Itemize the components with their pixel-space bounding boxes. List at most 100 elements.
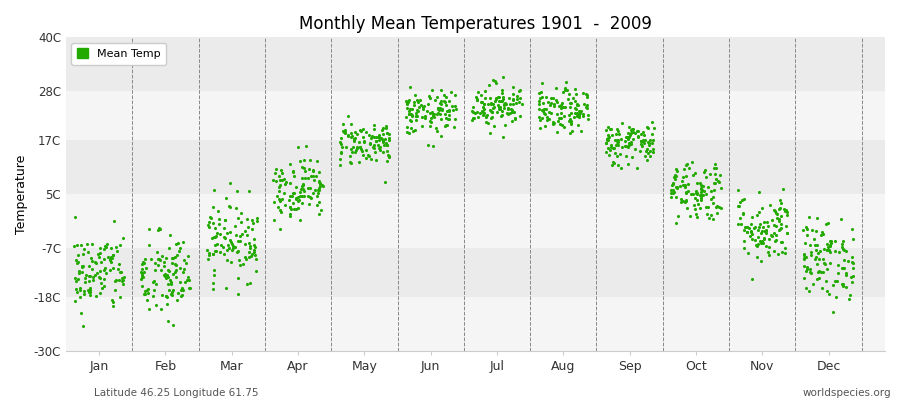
Mean Temp: [274, 167, 288, 173]
Mean Temp: [209, 248, 223, 254]
Mean Temp: [693, 188, 707, 195]
Mean Temp: [624, 127, 638, 134]
Mean Temp: [162, 287, 176, 293]
Mean Temp: [400, 99, 415, 106]
Mean Temp: [479, 112, 493, 119]
Mean Temp: [732, 203, 746, 209]
Mean Temp: [511, 88, 526, 94]
Mean Temp: [344, 160, 358, 166]
Mean Temp: [99, 270, 113, 276]
Mean Temp: [691, 200, 706, 207]
Mean Temp: [168, 262, 183, 268]
Mean Temp: [778, 245, 792, 252]
Mean Temp: [380, 158, 394, 164]
Mean Temp: [70, 289, 85, 295]
Mean Temp: [696, 191, 710, 198]
Mean Temp: [176, 238, 190, 245]
Mean Temp: [630, 164, 644, 171]
Mean Temp: [666, 190, 680, 196]
Mean Temp: [353, 144, 367, 150]
Mean Temp: [764, 232, 778, 238]
Mean Temp: [230, 232, 244, 238]
Mean Temp: [428, 125, 443, 131]
Mean Temp: [772, 227, 787, 233]
Mean Temp: [505, 107, 519, 114]
Mean Temp: [177, 266, 192, 272]
Mean Temp: [845, 258, 859, 265]
Mean Temp: [562, 118, 576, 124]
Mean Temp: [337, 128, 351, 134]
Mean Temp: [380, 142, 394, 148]
Mean Temp: [473, 92, 488, 98]
Mean Temp: [774, 221, 788, 228]
Mean Temp: [104, 259, 118, 266]
Mean Temp: [149, 302, 164, 308]
Mean Temp: [412, 104, 427, 111]
Mean Temp: [415, 123, 429, 130]
Mean Temp: [553, 120, 567, 127]
Mean Temp: [692, 192, 706, 199]
Mean Temp: [414, 102, 428, 108]
Mean Temp: [484, 114, 499, 121]
Mean Temp: [446, 106, 460, 113]
Mean Temp: [631, 128, 645, 134]
Mean Temp: [294, 164, 309, 171]
Mean Temp: [336, 121, 350, 128]
Mean Temp: [359, 129, 374, 135]
Mean Temp: [76, 291, 91, 297]
Mean Temp: [487, 123, 501, 129]
Mean Temp: [600, 135, 615, 142]
Mean Temp: [209, 232, 223, 239]
Mean Temp: [628, 130, 643, 136]
Mean Temp: [559, 79, 573, 85]
Mean Temp: [212, 220, 226, 227]
Mean Temp: [382, 131, 396, 138]
Mean Temp: [673, 196, 688, 202]
Mean Temp: [234, 210, 248, 216]
Mean Temp: [533, 117, 547, 123]
Mean Temp: [835, 281, 850, 288]
Mean Temp: [760, 218, 774, 225]
Mean Temp: [489, 96, 503, 102]
Mean Temp: [694, 195, 708, 202]
Mean Temp: [803, 265, 817, 272]
Mean Temp: [266, 177, 280, 183]
Mean Temp: [690, 190, 705, 196]
Mean Temp: [809, 242, 824, 249]
Mean Temp: [166, 322, 181, 328]
Mean Temp: [610, 161, 625, 168]
Mean Temp: [536, 94, 550, 100]
Mean Temp: [600, 131, 615, 138]
Mean Temp: [70, 260, 85, 266]
Mean Temp: [409, 116, 423, 123]
Mean Temp: [508, 116, 523, 122]
Mean Temp: [765, 232, 779, 239]
Mean Temp: [551, 118, 565, 124]
Mean Temp: [576, 113, 590, 119]
Mean Temp: [751, 233, 765, 240]
Mean Temp: [512, 99, 526, 105]
Mean Temp: [568, 105, 582, 111]
Mean Temp: [714, 185, 728, 191]
Mean Temp: [202, 249, 216, 256]
Mean Temp: [689, 190, 704, 197]
Mean Temp: [311, 186, 326, 193]
Mean Temp: [754, 227, 769, 234]
Mean Temp: [838, 284, 852, 290]
Mean Temp: [689, 197, 704, 203]
Mean Temp: [778, 223, 793, 230]
Mean Temp: [420, 107, 435, 114]
Mean Temp: [213, 242, 228, 248]
Mean Temp: [90, 270, 104, 276]
Mean Temp: [600, 136, 615, 142]
Mean Temp: [274, 209, 288, 215]
Mean Temp: [831, 270, 845, 276]
Mean Temp: [238, 256, 253, 262]
Mean Temp: [552, 102, 566, 109]
Mean Temp: [493, 106, 508, 113]
Mean Temp: [645, 146, 660, 152]
Mean Temp: [233, 262, 248, 268]
Mean Temp: [116, 274, 130, 280]
Mean Temp: [823, 247, 837, 253]
Mean Temp: [465, 107, 480, 114]
